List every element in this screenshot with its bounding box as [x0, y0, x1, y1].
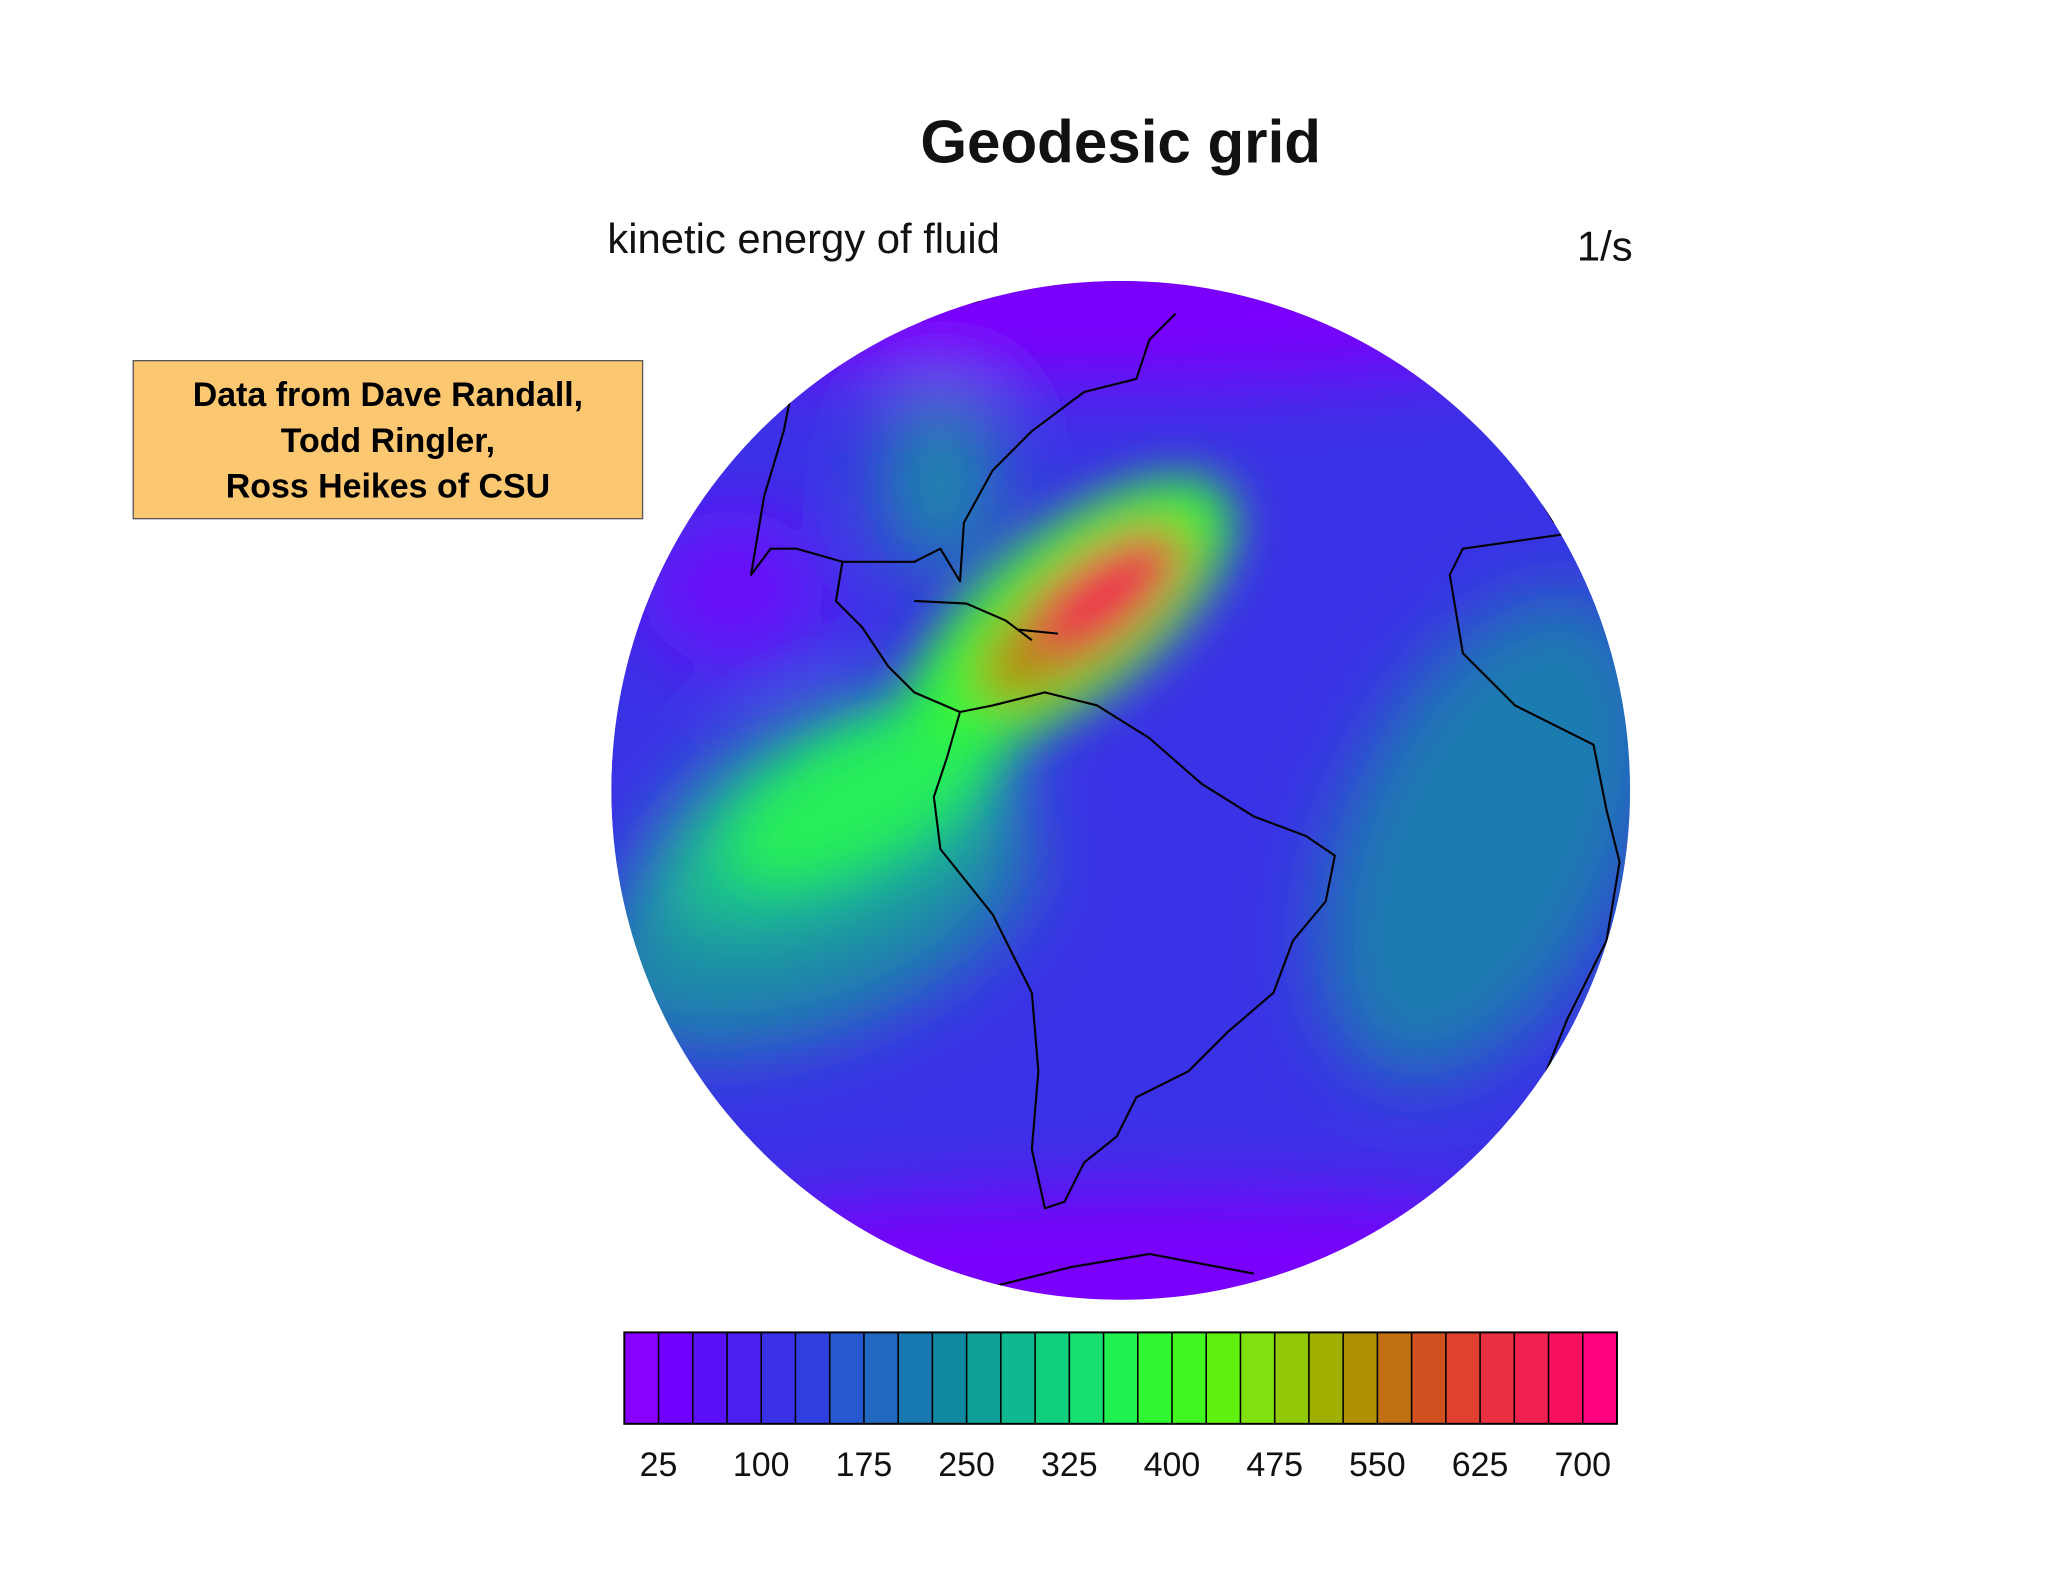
- colorbar-box: [658, 1332, 693, 1424]
- coastline: [932, 691, 1336, 1210]
- colorbar-box: [1000, 1332, 1036, 1424]
- colorbar-box: [966, 1332, 1001, 1424]
- colorbar-tick-label: 100: [733, 1446, 790, 1484]
- colorbar-box: [1274, 1332, 1309, 1424]
- colorbar-box: [1514, 1332, 1549, 1424]
- colorbar-box: [1069, 1332, 1104, 1424]
- colorbar-box: [1411, 1332, 1446, 1424]
- colorbar-box: [1548, 1332, 1583, 1424]
- colorbar-box: [692, 1332, 728, 1424]
- units: 1/s: [1577, 223, 1633, 270]
- colorbar-box: [1171, 1332, 1207, 1424]
- colorbar-box: [795, 1332, 830, 1424]
- annotation-line: Data from Dave Randall,: [193, 376, 583, 414]
- colorbar-box: [829, 1332, 864, 1424]
- colorbar-box: [1582, 1332, 1617, 1424]
- colorbar-box: [761, 1332, 796, 1424]
- colorbar-box: [1103, 1332, 1138, 1424]
- colorbar-tick-label: 400: [1144, 1446, 1201, 1484]
- colorbar-box: [932, 1332, 967, 1424]
- annotation-line: Todd Ringler,: [281, 422, 495, 460]
- colorbar-frame: [623, 1331, 1618, 1425]
- colorbar-box: [1137, 1332, 1172, 1424]
- colorbar-tick-label: 550: [1349, 1446, 1406, 1484]
- colorbar-box: [1343, 1332, 1378, 1424]
- colorbar-tick-label: 25: [640, 1446, 678, 1484]
- colorbar-tick-label: 475: [1246, 1446, 1303, 1484]
- subtitle: kinetic energy of fluid: [607, 215, 1000, 262]
- colorbar-box: [1035, 1332, 1070, 1424]
- colorbar-box: [1240, 1332, 1275, 1424]
- colorbar-tick-label: 325: [1041, 1446, 1098, 1484]
- coastline: [914, 599, 1255, 1288]
- colorbar-box: [1206, 1332, 1241, 1424]
- colorbar-tick-label: 250: [938, 1446, 995, 1484]
- globe: [611, 280, 1631, 1300]
- colorbar-box: [624, 1332, 659, 1424]
- colorbar-box: [1308, 1332, 1344, 1424]
- colorbar-box: [863, 1332, 899, 1424]
- colorbar-box: [898, 1332, 933, 1424]
- colorbar-box: [727, 1332, 762, 1424]
- annotation-line: Ross Heikes of CSU: [226, 468, 550, 506]
- title: Geodesic grid: [920, 108, 1321, 175]
- colorbar-box: [1377, 1332, 1412, 1424]
- colorbar-tick-label: 700: [1554, 1446, 1611, 1484]
- colorbar-tick-label: 175: [836, 1446, 893, 1484]
- annotation-box: [132, 359, 644, 520]
- colorbar: 25 100 175 250 325 400 475 550 625 700: [623, 1331, 1618, 1484]
- colorbar-tick-label: 625: [1452, 1446, 1509, 1484]
- colorbar-box: [1445, 1332, 1481, 1424]
- colorbar-box: [1480, 1332, 1515, 1424]
